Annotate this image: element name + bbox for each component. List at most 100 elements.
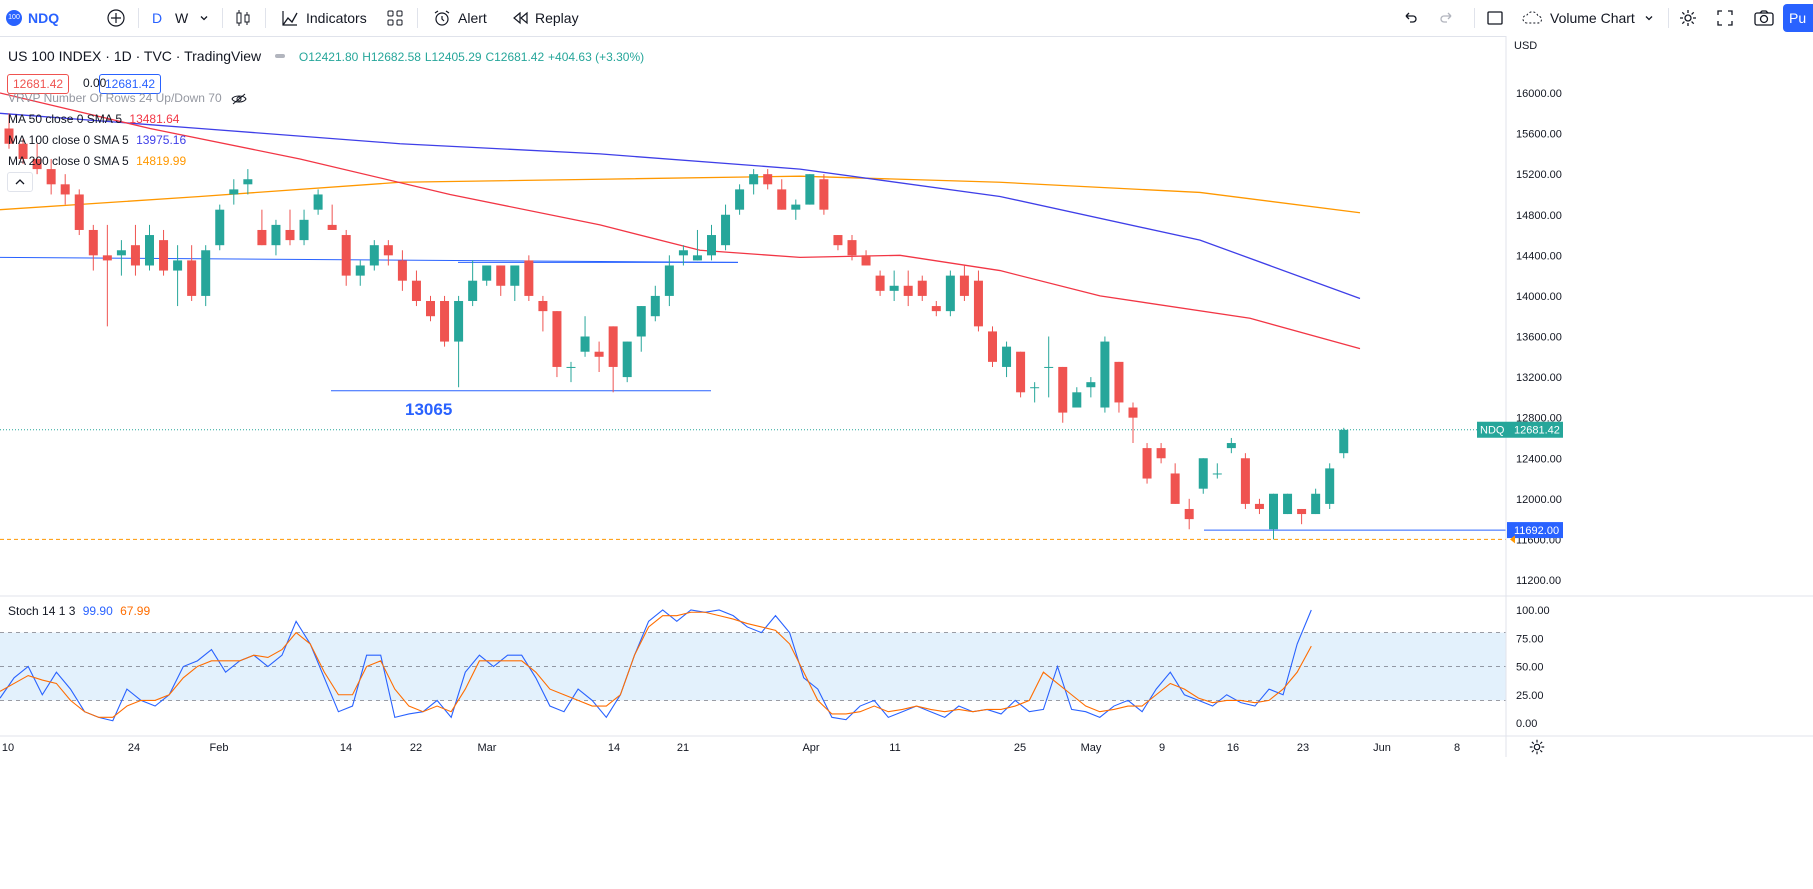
candle-body (636, 306, 646, 337)
candle-body (847, 240, 857, 256)
candle (636, 306, 646, 352)
candle (1170, 463, 1180, 504)
candle (721, 204, 731, 251)
candle-body (60, 184, 70, 195)
candle (201, 245, 211, 307)
candle-body (496, 265, 506, 286)
candle (102, 224, 112, 327)
price-tick-label: 12400.00 (1516, 453, 1562, 465)
candle (847, 235, 857, 261)
candle-body (735, 189, 745, 210)
compare-add-symbol-button[interactable] (106, 0, 126, 36)
candle (145, 224, 154, 271)
alert-label: Alert (458, 10, 487, 26)
candle (931, 300, 941, 317)
settings-button[interactable] (1678, 0, 1698, 36)
price-tick-label: 12800.00 (1516, 413, 1562, 425)
price-tick-label: 16000.00 (1516, 88, 1562, 100)
candle (215, 204, 225, 251)
snapshot-button[interactable] (1753, 0, 1775, 36)
candle-body (538, 300, 548, 312)
candle-body (833, 235, 843, 246)
candle-body (1114, 361, 1124, 403)
ma200-legend[interactable]: MA 200 close 0 SMA 5 14819.99 (8, 154, 186, 168)
candle-body (32, 158, 42, 170)
chevron-up-icon (15, 179, 25, 185)
time-tick-label: Feb (210, 742, 229, 754)
ma100-line (0, 112, 1361, 300)
legend-change: +404.63 (+3.30%) (548, 50, 645, 64)
indicators-button[interactable]: Indicators (280, 0, 367, 36)
candle (1311, 488, 1321, 515)
square-icon (1487, 11, 1503, 25)
vrvp-indicator-legend[interactable]: VRVP Number Of Rows 24 Up/Down 70 (8, 91, 247, 105)
candle (1156, 443, 1166, 464)
interval-dropdown[interactable] (198, 0, 210, 36)
fullscreen-button[interactable] (1716, 0, 1734, 36)
candle-body (18, 143, 28, 159)
legend-eye-dot[interactable] (275, 54, 286, 58)
candle-body (355, 265, 365, 276)
sell-price-box[interactable]: 12681.42 (7, 74, 70, 94)
interval-w-button[interactable]: W (175, 10, 189, 26)
legend-title: US 100 INDEX · 1D · TVC · TradingView (8, 48, 262, 64)
candle-body (1198, 458, 1208, 489)
legend-open: O12421.80 (298, 50, 359, 64)
templates-button[interactable] (386, 0, 404, 36)
time-tick-label: 14 (340, 742, 352, 754)
undo-icon (1405, 12, 1417, 23)
ma100-legend[interactable]: MA 100 close 0 SMA 5 13975.16 (8, 133, 186, 147)
gear-icon (1680, 10, 1696, 26)
candle-body (1128, 407, 1138, 418)
indicators-label: Indicators (306, 10, 367, 26)
candle (1128, 402, 1138, 444)
redo-button[interactable] (1438, 0, 1456, 36)
candle (1339, 427, 1349, 459)
candle (1269, 493, 1278, 540)
chart-type-button[interactable] (233, 0, 253, 36)
price-scale-bg (1506, 36, 1813, 889)
alert-button[interactable]: Alert (432, 0, 487, 36)
candle-body (524, 260, 534, 296)
time-tick-label: 11 (889, 742, 900, 754)
price-chart[interactable]: 13065 16000.00 15600.00 15200.00 14800.00 14… (0, 36, 1813, 889)
candle-body (861, 255, 871, 266)
candle-body (1016, 351, 1026, 393)
candle-body (1002, 346, 1012, 367)
volume-chart-dropdown[interactable]: Volume Chart (1522, 0, 1655, 36)
hidden-eye-icon[interactable] (231, 93, 247, 105)
candle (271, 219, 281, 256)
candle-body (116, 250, 126, 256)
time-tick-label: 24 (128, 742, 140, 754)
candle (594, 341, 604, 373)
candle-body (1269, 493, 1278, 530)
chart-settings-gear[interactable] (1528, 738, 1546, 761)
plus-circle-icon (107, 9, 125, 27)
time-tick-label: Jun (1373, 742, 1391, 754)
fullscreen-layout-button[interactable] (1486, 0, 1504, 36)
candle (622, 341, 632, 383)
collapse-legend-button[interactable] (7, 172, 33, 192)
currency-label[interactable]: USD (1514, 40, 1538, 52)
interval-d-button[interactable]: D (152, 10, 163, 26)
symbol-search-button[interactable]: 100 NDQ (6, 0, 59, 36)
candle-body (1156, 448, 1166, 459)
stoch-d-value: 67.99 (120, 604, 151, 618)
stoch-legend[interactable]: Stoch 14 1 3 99.90 67.99 (8, 604, 150, 618)
ma200-label: MA 200 close 0 SMA 5 (8, 154, 129, 168)
stoch-k-value: 99.90 (82, 604, 113, 618)
candle-body (1226, 443, 1236, 449)
publish-button[interactable]: Pu (1783, 4, 1813, 32)
redo-icon (1440, 12, 1452, 23)
top-toolbar: 100 NDQ D W Indicators Alert Replay Volu (0, 0, 1813, 37)
candle (664, 255, 674, 307)
undo-button[interactable] (1401, 0, 1419, 36)
buy-price-box[interactable]: 12681.42 (99, 74, 162, 94)
candle-body (1100, 341, 1110, 408)
candle-body (257, 229, 267, 246)
ma50-legend[interactable]: MA 50 close 0 SMA 5 13481.64 (8, 112, 179, 126)
candle-body (903, 285, 913, 296)
replay-button[interactable]: Replay (511, 0, 579, 36)
candle (889, 270, 899, 301)
candle (257, 209, 267, 246)
